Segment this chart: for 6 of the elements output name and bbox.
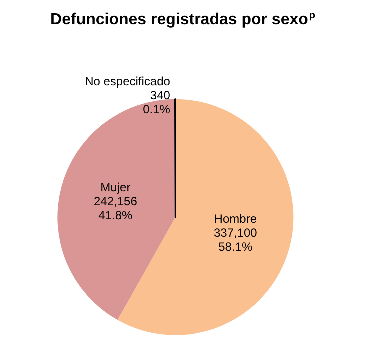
data-label: 337,100 58.1% bbox=[214, 226, 258, 254]
slice-label: Hombre bbox=[214, 212, 258, 226]
data-label: 242,156 41.8% bbox=[94, 194, 138, 223]
data-label: 340 0.1% bbox=[143, 88, 171, 116]
slice-label: Mujer bbox=[100, 180, 131, 195]
slice-label: No especificado bbox=[85, 74, 171, 88]
